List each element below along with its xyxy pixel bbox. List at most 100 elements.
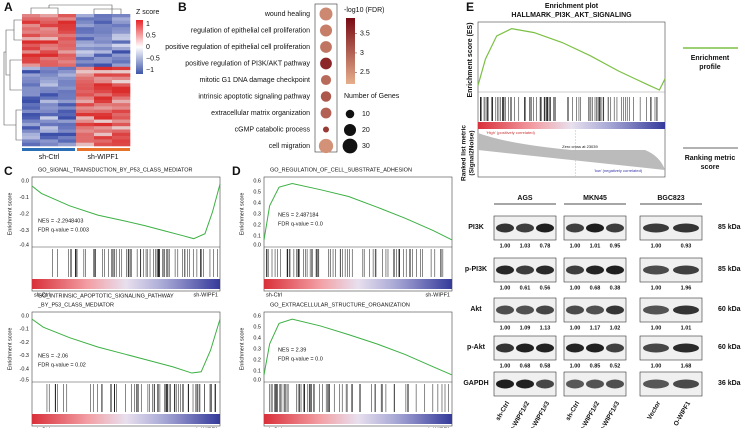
ratio-label: 1.00 (570, 243, 581, 249)
heatmap-cell (22, 14, 41, 18)
heatmap-cell (94, 50, 113, 54)
legend-tick: −1 (146, 67, 154, 74)
legend-label: Ranking metric (685, 155, 736, 162)
legend-tick: 3.5 (360, 30, 370, 37)
heatmap-cell (22, 56, 41, 61)
heatmap-cell (94, 80, 113, 84)
heatmap-cell (112, 99, 131, 104)
enrichment-curve (31, 183, 221, 240)
legend-label: Enrichment (691, 55, 730, 62)
heatmap-cell (94, 76, 113, 81)
ratio-label: 0.93 (681, 243, 692, 249)
heatmap-cell (94, 86, 113, 91)
heatmap-cell (22, 60, 41, 64)
heatmap-cell (94, 23, 113, 28)
heatmap-cell (58, 63, 77, 68)
y-axis-label: Enrichment score (239, 193, 245, 236)
heatmap-cell (112, 20, 131, 25)
heatmap-cell (94, 70, 113, 74)
band (566, 305, 584, 315)
heatmap-cell (76, 103, 95, 107)
heatmap-cell (40, 126, 59, 130)
band (673, 305, 699, 315)
heatmap-cell (22, 96, 41, 101)
term-label: extracellular matrix organization (211, 110, 310, 117)
heatmap-cell (112, 119, 131, 124)
heatmap-cell (94, 53, 113, 58)
dot (320, 107, 332, 119)
y-axis-label: Ranked list metric (461, 125, 468, 181)
term-label: mitotic G1 DNA damage checkpoint (200, 77, 311, 84)
heatmap-cell (94, 73, 113, 77)
heatmap-cell (58, 17, 77, 21)
heatmap-cell (76, 40, 95, 44)
group-label: sh-Ctrl (39, 154, 60, 161)
nes: NES = 2.487184 (278, 212, 319, 218)
band (516, 265, 534, 275)
heatmap-cell (94, 27, 113, 31)
heatmap-cell (94, 14, 113, 18)
dot (322, 126, 330, 133)
heatmap-cell (94, 33, 113, 38)
fdr: FDR q-value = 0.0 (278, 356, 323, 362)
term-label: positive regulation of epithelial cell p… (165, 44, 310, 51)
group-label: BGC823 (657, 195, 684, 202)
heatmap-cell (58, 132, 77, 137)
lane-label: sh-Ctrl (495, 400, 512, 422)
group-bar (22, 148, 75, 151)
heatmap-cell (58, 27, 77, 31)
heatmap-cell (58, 43, 77, 48)
y-tick-label: 0.3 (253, 346, 261, 352)
term-label: cGMP catabolic process (235, 126, 311, 133)
heatmap-cell (40, 27, 59, 31)
heatmap-cell (94, 132, 113, 137)
heatmap-cell (58, 47, 77, 51)
ratio-label: 1.01 (681, 325, 692, 331)
heatmap-cell (22, 70, 41, 74)
heatmap-cell (40, 113, 59, 117)
band (606, 223, 624, 233)
plot-title: _BY_P53_CLASS_MEDIATOR (37, 302, 114, 308)
heatmap-cell (76, 30, 95, 35)
ratio-label: 0.61 (520, 285, 531, 291)
plot-title: GO_SIGNAL_TRANSDUCTION_BY_P53_CLASS_MEDI… (38, 167, 192, 173)
band (673, 223, 699, 233)
heatmap-cell (58, 53, 77, 58)
heatmap-cell (40, 83, 59, 87)
heatmap-cell (22, 73, 41, 77)
heatmap-cell (58, 109, 77, 114)
y-tick-label: 0.5 (253, 324, 261, 330)
legend-tick: 2.5 (360, 69, 370, 76)
legend-title: Number of Genes (344, 93, 400, 100)
kda-label: 36 kDa (718, 380, 741, 387)
heatmap-cell (112, 37, 131, 41)
y-tick-label: 0.6 (253, 178, 261, 184)
heatmap-cell (112, 129, 131, 134)
heatmap-cell (76, 37, 95, 41)
ratio-label: 0.38 (610, 285, 621, 291)
y-tick-label: 0.0 (253, 377, 261, 383)
enrichment-curve (477, 28, 666, 91)
heatmap-cell (76, 14, 95, 18)
heatmap-cell (40, 76, 59, 81)
heatmap-cell (40, 20, 59, 25)
fdr: FDR q-value = 0.02 (38, 362, 86, 368)
y-tick-label: -0.4 (20, 366, 29, 372)
legend-tick: 1 (146, 21, 150, 28)
heatmap-cell (94, 30, 113, 35)
legend-label: score (701, 164, 720, 171)
note: 'low' (negatively correlated) (594, 168, 643, 173)
heatmap-cell (112, 14, 131, 18)
heatmap-cell (112, 66, 131, 71)
ranked-metric (478, 133, 665, 170)
band (536, 343, 554, 353)
heatmap-cell (94, 40, 113, 44)
heatmap-cell (22, 37, 41, 41)
heatmap-cell (40, 139, 59, 143)
dendrogram-top (30, 4, 122, 14)
heatmap-cell (112, 56, 131, 61)
heatmap-cell (76, 96, 95, 101)
y-tick-label: 0.2 (253, 222, 261, 228)
y-tick-label: -0.1 (20, 195, 29, 201)
heatmap-cell (40, 119, 59, 124)
